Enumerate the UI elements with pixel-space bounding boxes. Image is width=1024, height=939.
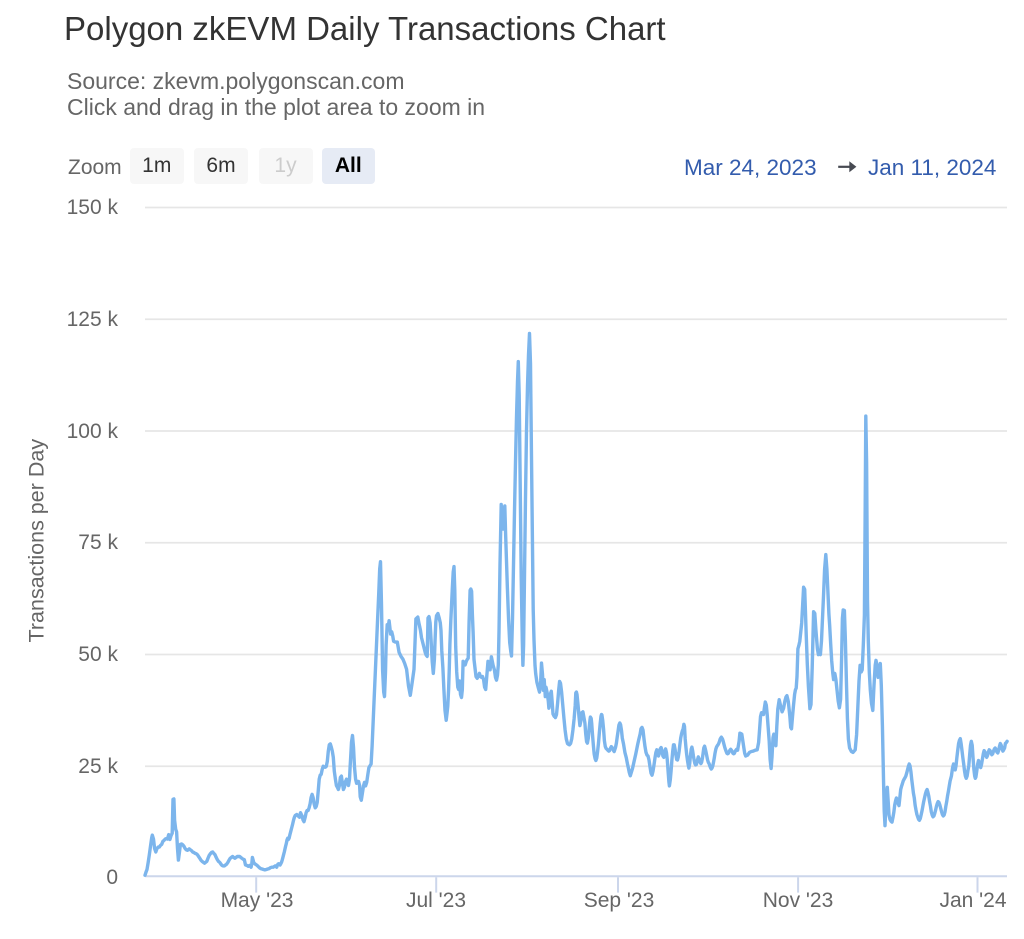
svg-text:Transactions per Day: Transactions per Day (25, 439, 49, 643)
